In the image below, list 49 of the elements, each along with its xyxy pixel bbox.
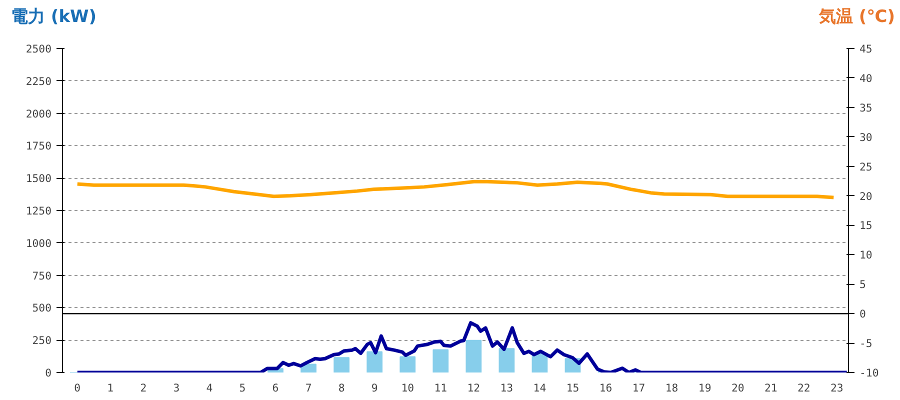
y-tick-label: 1250 (26, 204, 52, 218)
y-tick-label: 2250 (26, 74, 52, 88)
y-tick-label: 250 (32, 334, 52, 348)
x-tick-label: 18 (665, 382, 678, 394)
x-tick-label: 1 (107, 382, 114, 394)
x-tick-label: 19 (698, 382, 712, 394)
y-tick-label: 1500 (26, 172, 52, 186)
y2-tick-label: 30 (860, 130, 872, 144)
x-tick-label: 16 (599, 382, 612, 394)
x-tick-label: 17 (632, 382, 646, 394)
y2-tick-label: 5 (860, 278, 866, 292)
x-tick-label: 7 (305, 382, 312, 394)
y-tick-label: 0 (45, 366, 52, 380)
x-tick-label: 11 (434, 382, 448, 394)
y-axis-title: 電力 (kW) (11, 6, 97, 29)
x-tick-label: 15 (566, 382, 580, 394)
x-tick-label: 5 (239, 382, 246, 394)
x-tick-label: 22 (798, 382, 810, 394)
x-tick-label: 10 (401, 382, 414, 394)
x-tick-label: 13 (500, 382, 514, 394)
x-tick-label: 3 (173, 382, 180, 394)
y2-tick-label: 35 (860, 101, 872, 114)
y2-tick-label: 15 (860, 219, 872, 232)
x-tick-label: 6 (272, 382, 279, 394)
y-tick-label: 1750 (26, 140, 52, 153)
y-tick-label: 2500 (26, 42, 52, 56)
x-tick-label: 14 (533, 382, 546, 394)
y2-tick-label: 45 (860, 42, 872, 56)
y-tick-label: 2000 (26, 107, 52, 120)
y2-tick-label: 25 (860, 160, 872, 174)
y-tick-label: 750 (32, 269, 52, 282)
x-tick-label: 2 (140, 382, 147, 394)
x-tick-label: 21 (764, 382, 778, 394)
y2-tick-label: 10 (860, 248, 872, 262)
y-tick-label: 500 (32, 302, 52, 315)
y2-tick-label: 40 (860, 72, 872, 85)
x-tick-label: 20 (731, 382, 744, 394)
x-tick-label: 12 (467, 382, 480, 394)
x-tick-label: 0 (74, 382, 81, 394)
y2-tick-label: -10 (860, 366, 879, 380)
y-tick-label: 1000 (26, 236, 52, 250)
x-tick-label: 9 (371, 382, 378, 394)
y2-tick-label: 20 (860, 190, 872, 203)
y2-axis-title: 気温 (℃) (818, 6, 895, 29)
x-tick-label: 8 (338, 382, 345, 394)
x-tick-label: 4 (206, 382, 213, 394)
x-tick-label: 23 (830, 382, 844, 394)
y2-tick-label: 0 (860, 308, 866, 321)
y2-tick-label: -5 (860, 337, 872, 350)
